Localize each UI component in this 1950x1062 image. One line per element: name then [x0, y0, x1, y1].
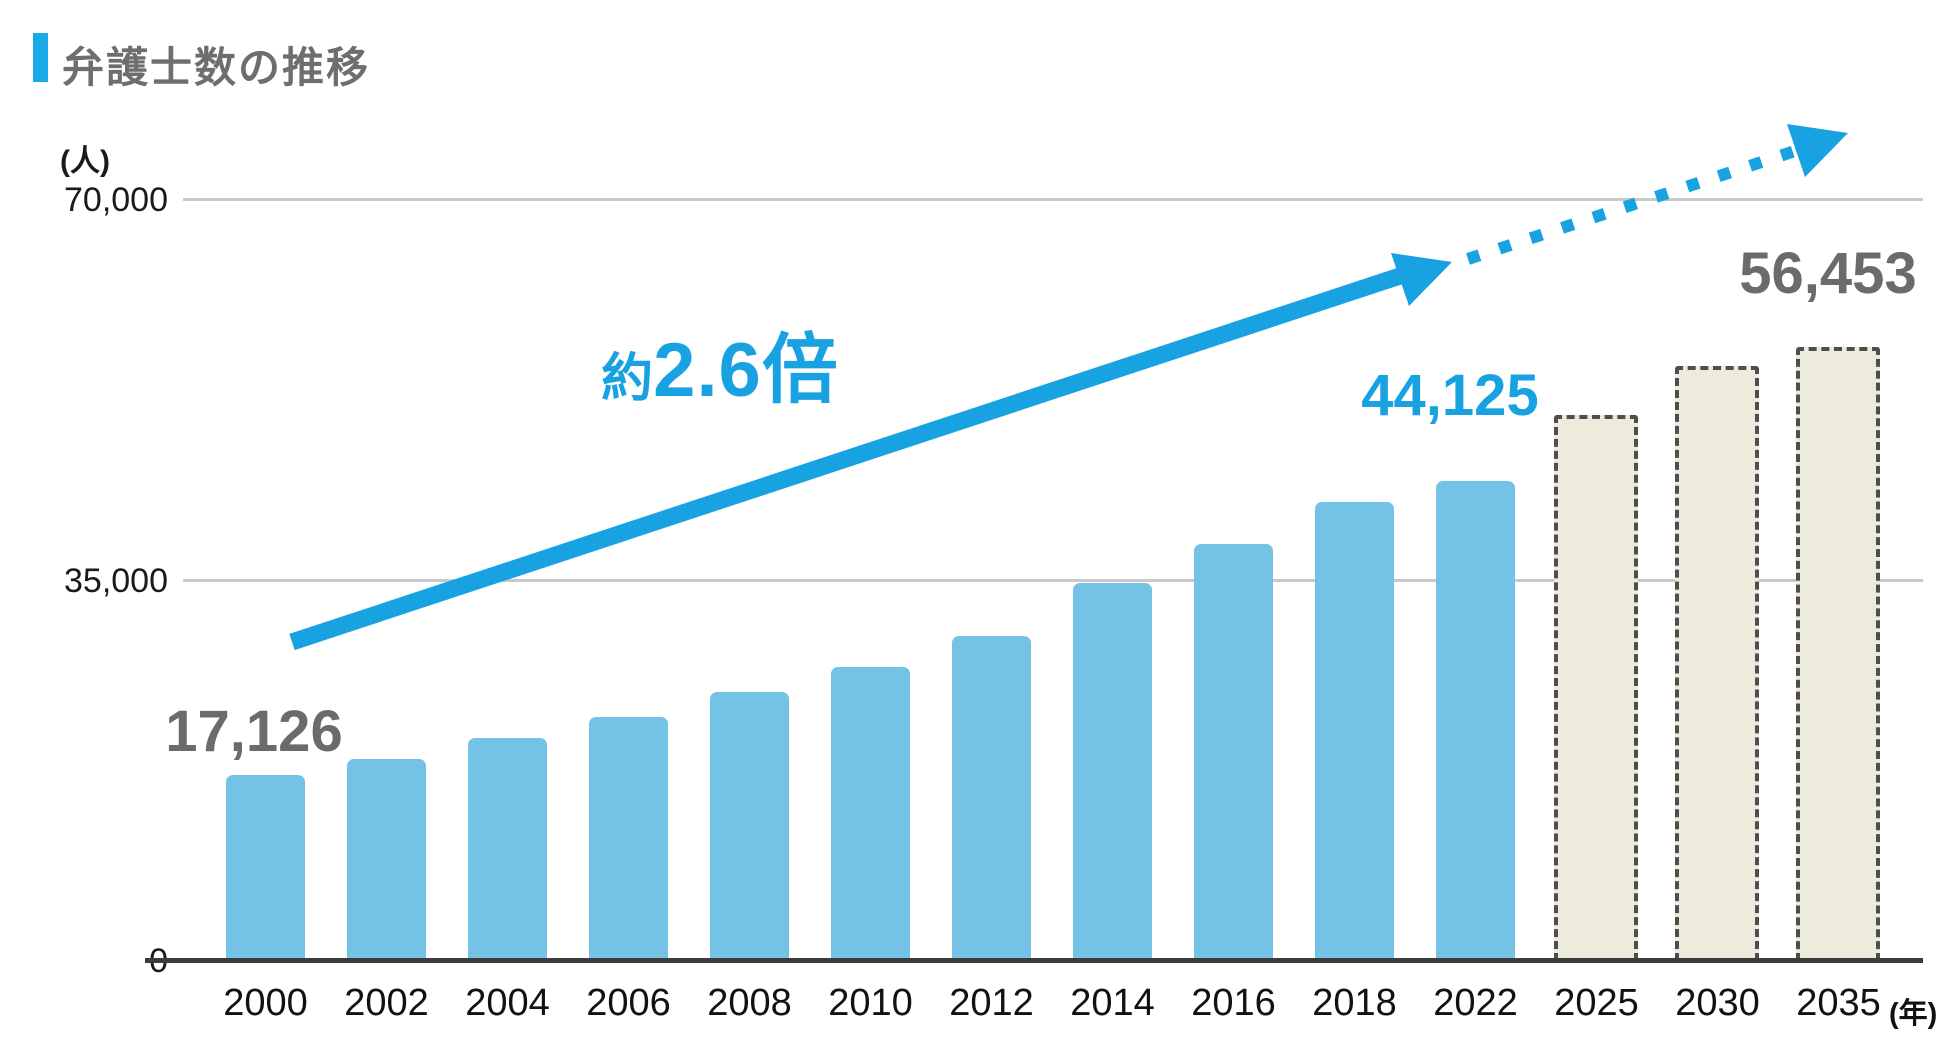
bar-2010 — [831, 667, 910, 961]
value-label-2022: 44,125 — [1361, 363, 1539, 428]
x-tick-2000: 2000 — [223, 982, 308, 1024]
x-tick-2004: 2004 — [465, 982, 550, 1024]
x-tick-2025: 2025 — [1554, 982, 1639, 1024]
bar-2018 — [1315, 502, 1394, 961]
growth-annotation-prefix: 約 — [601, 350, 654, 408]
bar-2014 — [1073, 583, 1152, 961]
growth-annotation-value: 2.6倍 — [653, 328, 839, 413]
growth-arrow-end-arrowhead-icon — [1787, 124, 1848, 177]
bar-2008 — [710, 692, 789, 961]
bar-2022 — [1436, 481, 1515, 961]
growth-arrow-dotted-line — [1466, 144, 1800, 265]
bar-2000 — [226, 775, 305, 961]
x-axis-unit-suffix: (年) — [1889, 998, 1938, 1030]
x-tick-2018: 2018 — [1312, 982, 1397, 1024]
growth-arrow-solid-line — [289, 267, 1403, 651]
bar-2016 — [1194, 544, 1273, 961]
bar-2002 — [347, 759, 426, 961]
bar-2004 — [468, 738, 547, 961]
page-title: 弁護士数の推移 — [62, 44, 371, 91]
bar-2025 — [1554, 415, 1638, 961]
y-tick-70000: 70,000 — [64, 181, 168, 219]
x-tick-2008: 2008 — [707, 982, 792, 1024]
bar-2006 — [589, 717, 668, 961]
y-tick-35000: 35,000 — [64, 562, 168, 600]
gridline-70000 — [183, 198, 1923, 201]
gridline-35000 — [183, 579, 1923, 582]
value-label-2035: 56,453 — [1739, 241, 1917, 306]
x-tick-2006: 2006 — [586, 982, 671, 1024]
growth-arrow-mid-arrowhead-icon — [1391, 253, 1452, 306]
y-axis-unit-label: (人) — [60, 145, 110, 178]
growth-annotation: 約 2.6倍 — [560, 308, 880, 418]
value-label-2000: 17,126 — [165, 699, 343, 764]
x-tick-2022: 2022 — [1433, 982, 1518, 1024]
x-tick-2030: 2030 — [1675, 982, 1760, 1024]
x-axis-baseline — [145, 958, 1923, 963]
x-tick-2014: 2014 — [1070, 982, 1155, 1024]
bar-2012 — [952, 636, 1031, 961]
x-tick-2035: 2035 — [1796, 982, 1881, 1024]
x-tick-2012: 2012 — [949, 982, 1034, 1024]
x-tick-2016: 2016 — [1191, 982, 1276, 1024]
bar-2035 — [1796, 347, 1880, 961]
x-tick-2010: 2010 — [828, 982, 913, 1024]
bar-2030 — [1675, 366, 1759, 961]
x-tick-2002: 2002 — [344, 982, 429, 1024]
title-accent-marker — [33, 33, 48, 82]
